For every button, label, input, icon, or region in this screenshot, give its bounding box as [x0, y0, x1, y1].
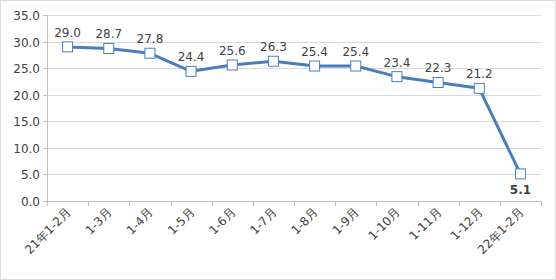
- y-tick-label: 30.0: [13, 36, 40, 50]
- x-tick-label: 22年1-2月: [475, 205, 527, 257]
- y-tick: [43, 42, 47, 43]
- x-tick-divider: [212, 201, 213, 206]
- x-tick-label: 1-5月: [165, 205, 197, 237]
- y-tick: [43, 95, 47, 96]
- x-tick-label: 1-10月: [365, 205, 403, 243]
- data-label: 25.4: [342, 45, 369, 59]
- grid-line: [47, 95, 541, 96]
- series-group: [63, 42, 526, 179]
- y-tick-label: 25.0: [13, 62, 40, 76]
- marker: [515, 169, 525, 179]
- x-tick-label: 1-7月: [247, 205, 279, 237]
- marker: [63, 42, 73, 52]
- x-tick-divider: [88, 201, 89, 206]
- y-tick: [43, 15, 47, 16]
- y-tick-label: 10.0: [13, 142, 40, 156]
- grid-line: [47, 15, 541, 16]
- x-tick-divider: [129, 201, 130, 206]
- marker: [145, 48, 155, 58]
- x-tick-divider: [376, 201, 377, 206]
- x-tick-divider: [418, 201, 419, 206]
- x-tick-label: 1-12月: [448, 205, 486, 243]
- grid-line: [47, 148, 541, 149]
- y-tick: [43, 121, 47, 122]
- marker: [433, 77, 443, 87]
- marker: [104, 43, 114, 53]
- x-tick-divider: [459, 201, 460, 206]
- grid-line: [47, 121, 541, 122]
- y-axis: [47, 15, 48, 201]
- x-tick-divider: [253, 201, 254, 206]
- x-tick-label: 1-9月: [330, 205, 362, 237]
- data-label: 28.7: [95, 27, 122, 41]
- x-tick-divider: [500, 201, 501, 206]
- data-label: 27.8: [137, 32, 164, 46]
- grid-line: [47, 42, 541, 43]
- y-tick-label: 35.0: [13, 9, 40, 23]
- marker: [310, 61, 320, 71]
- y-tick-label: 20.0: [13, 89, 40, 103]
- x-tick-divider: [47, 201, 48, 206]
- data-label: 29.0: [54, 26, 81, 40]
- y-tick: [43, 174, 47, 175]
- data-label: 25.4: [301, 45, 328, 59]
- marker: [392, 72, 402, 82]
- data-label: 5.1: [510, 183, 531, 197]
- x-tick-divider: [294, 201, 295, 206]
- x-tick-label: 1-6月: [206, 205, 238, 237]
- grid-line: [47, 174, 541, 175]
- x-tick-label: 1-11月: [407, 205, 445, 243]
- y-tick-label: 15.0: [13, 115, 40, 129]
- x-tick-label: 21年1-2月: [22, 205, 74, 257]
- data-label: 25.6: [219, 44, 246, 58]
- x-tick-label: 1-8月: [288, 205, 320, 237]
- x-tick-label: 1-4月: [124, 205, 156, 237]
- marker: [227, 60, 237, 70]
- data-label: 23.4: [384, 56, 411, 70]
- marker: [351, 61, 361, 71]
- chart: 0.0 5.0 10.0 15.0 20.0 25.0 30.0 35.0 21年1-2月 1-3…: [0, 0, 556, 280]
- data-label: 24.4: [178, 50, 205, 64]
- y-tick: [43, 201, 47, 202]
- x-tick-label: 1-3月: [83, 205, 115, 237]
- x-tick-divider: [171, 201, 172, 206]
- data-label: 22.3: [425, 61, 452, 75]
- marker: [474, 83, 484, 93]
- y-tick: [43, 148, 47, 149]
- series-line: [68, 47, 521, 174]
- y-tick: [43, 68, 47, 69]
- marker: [268, 56, 278, 66]
- marker: [186, 66, 196, 76]
- data-label: 21.2: [466, 67, 493, 81]
- y-tick-label: 0.0: [21, 195, 40, 209]
- x-tick-divider: [335, 201, 336, 206]
- outer-border: [1, 1, 556, 280]
- x-tick-divider: [541, 201, 542, 206]
- data-label: 26.3: [260, 40, 287, 54]
- y-tick-label: 5.0: [21, 168, 40, 182]
